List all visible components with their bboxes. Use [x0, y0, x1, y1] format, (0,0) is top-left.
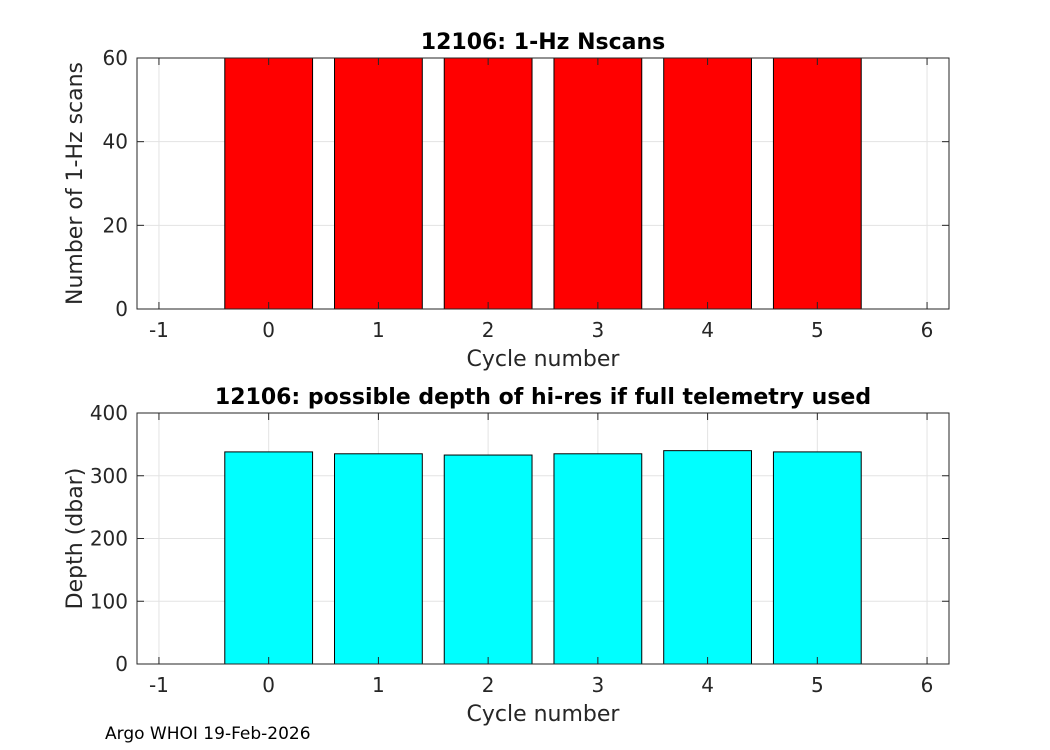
depth-xtick-label: 0 — [262, 673, 275, 697]
depth-xtick-label: 4 — [701, 673, 714, 697]
nscans-chart-title: 12106: 1-Hz Nscans — [421, 30, 665, 55]
depth-y-axis-label: Depth (dbar) — [63, 468, 88, 610]
nscans-xtick-label: 4 — [701, 318, 714, 342]
nscans-xtick-label: 5 — [811, 318, 824, 342]
nscans-axes-frame — [136, 57, 950, 310]
depth-ytick-label: 100 — [90, 589, 128, 613]
footer-credit: Argo WHOI 19-Feb-2026 — [105, 724, 311, 744]
depth-bar-cycle-3 — [553, 453, 643, 665]
nscans-bar-cycle-1 — [334, 57, 423, 310]
nscans-xtick-label: 3 — [591, 318, 604, 342]
depth-xtick-label: 2 — [482, 673, 495, 697]
depth-xtick-label: 6 — [921, 673, 934, 697]
nscans-xtick-label: 1 — [372, 318, 385, 342]
nscans-x-axis-label: Cycle number — [467, 347, 621, 372]
nscans-y-axis-label: Number of 1-Hz scans — [63, 62, 88, 305]
depth-xtick-label: 1 — [372, 673, 385, 697]
nscans-ytick-label: 0 — [115, 297, 128, 321]
depth-ytick-label: 300 — [90, 464, 128, 488]
nscans-ytick-label: 60 — [103, 46, 128, 70]
depth-x-axis-label: Cycle number — [467, 702, 621, 727]
depth-xtick-label: -1 — [149, 673, 169, 697]
depth-xtick-label: 5 — [811, 673, 824, 697]
nscans-xtick-label: 0 — [262, 318, 275, 342]
nscans-ytick-label: 20 — [103, 213, 128, 237]
depth-chart-title: 12106: possible depth of hi-res if full … — [215, 385, 871, 410]
nscans-xtick-label: -1 — [149, 318, 169, 342]
depth-bar-cycle-1 — [334, 453, 423, 665]
depth-xtick-label: 3 — [591, 673, 604, 697]
nscans-xtick-label: 2 — [482, 318, 495, 342]
nscans-bar-cycle-4 — [663, 57, 752, 310]
depth-bar-cycle-4 — [663, 450, 752, 665]
nscans-bar-cycle-0 — [224, 57, 314, 310]
nscans-xtick-label: 6 — [921, 318, 934, 342]
depth-bar-cycle-5 — [772, 451, 862, 665]
depth-bar-cycle-0 — [224, 451, 314, 665]
depth-ytick-label: 400 — [90, 401, 128, 425]
nscans-bar-cycle-3 — [553, 57, 643, 310]
depth-ytick-label: 200 — [90, 527, 128, 551]
nscans-bar-cycle-5 — [772, 57, 862, 310]
depth-chart: -1 0 1 2 3 4 5 6 0 100 200 300 400 12106: possible de… — [63, 385, 950, 727]
nscans-ytick-label: 40 — [103, 130, 128, 154]
depth-bar-cycle-2 — [443, 454, 533, 665]
depth-ytick-label: 0 — [115, 652, 128, 676]
nscans-bar-cycle-2 — [443, 57, 533, 310]
